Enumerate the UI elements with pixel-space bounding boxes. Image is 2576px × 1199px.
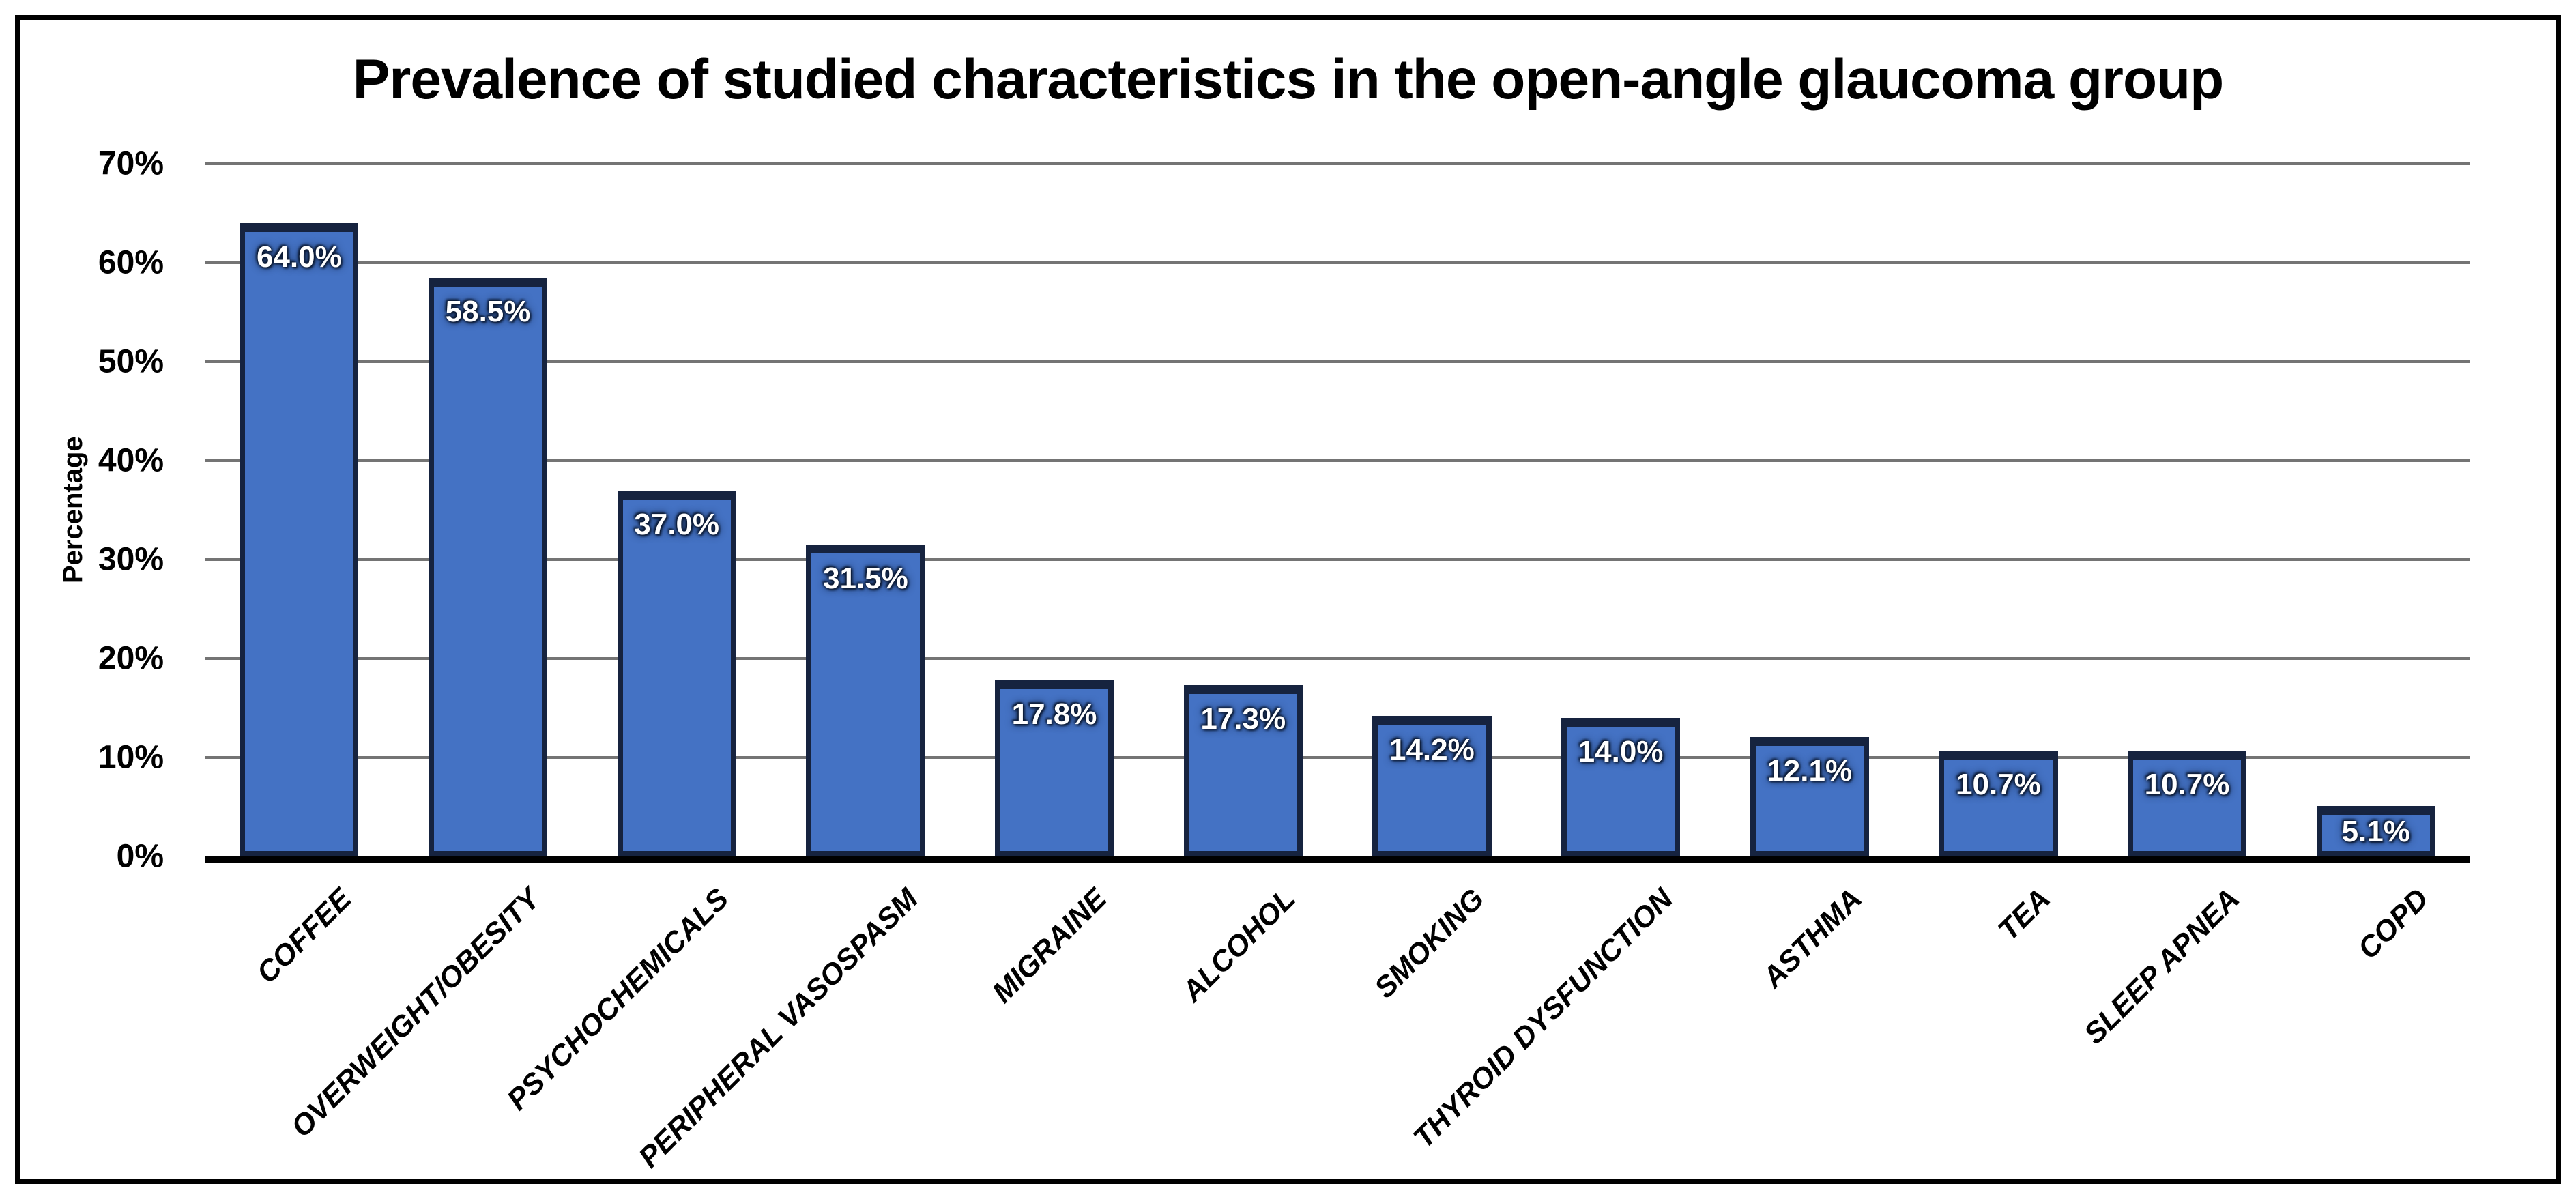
bar-peripheral-vasospasm: 31.5% <box>806 545 925 856</box>
gridline-30 <box>205 558 2470 561</box>
gridline-10 <box>205 756 2470 760</box>
bar-value-label: 37.0% <box>634 507 720 541</box>
bar-column-peripheral-vasospasm: 31.5% PERIPHERAL VASOSPASM <box>633 164 960 1174</box>
bar-sleep-apnea: 10.7% <box>2127 750 2247 856</box>
bar-coffee: 64.0% <box>240 223 359 856</box>
chart-title: Prevalence of studied characteristics in… <box>352 48 2225 111</box>
bar-value-label: 10.7% <box>2144 767 2230 801</box>
gridline-60 <box>205 261 2470 264</box>
bar-smoking: 14.2% <box>1372 716 1492 856</box>
x-category-label: TEA <box>1992 882 2057 947</box>
gridline-70 <box>205 162 2470 165</box>
x-category-label: ASTHMA <box>1756 882 1868 995</box>
bar-alcohol: 17.3% <box>1183 685 1303 856</box>
bar-copd: 5.1% <box>2316 806 2435 856</box>
bar-series: 64.0% COFFEE 58.5% OVERWEIGHT/OBESITY 37.0% P… <box>205 164 2470 1174</box>
bar-column-copd: 5.1% COPD <box>2281 164 2470 966</box>
chart-frame: Prevalence of studied characteristics in… <box>15 15 2561 1184</box>
x-category-label: SMOKING <box>1368 882 1491 1005</box>
y-axis: 0% 10% 20% 30% 40% 50% 60% 70% <box>20 146 184 875</box>
y-tick-label-20: 20% <box>98 640 164 677</box>
bar-column-psychochemicals: 37.0% PSYCHOCHEMICALS <box>502 164 771 1116</box>
bar-column-migraine: 17.8% MIGRAINE <box>960 164 1149 1009</box>
x-category-label: ALCOHOL <box>1176 882 1302 1009</box>
bar-value-label: 17.8% <box>1011 697 1097 731</box>
bar-value-label: 17.3% <box>1200 702 1286 736</box>
bar-column-coffee: 64.0% COFFEE <box>205 164 394 989</box>
bar-column-tea: 10.7% TEA <box>1904 164 2093 947</box>
x-category-label: SLEEP APNEA <box>2077 882 2246 1051</box>
bar-value-label: 5.1% <box>2341 815 2410 849</box>
y-tick-label-50: 50% <box>98 343 164 380</box>
bar-value-label: 58.5% <box>445 294 531 328</box>
bar-column-smoking: 14.2% SMOKING <box>1337 164 1526 1005</box>
gridline-50 <box>205 360 2470 363</box>
bar-column-thyroid-dysfunction: 14.0% THYROID DYSFUNCTION <box>1407 164 1716 1155</box>
bar-column-overweight-obesity: 58.5% OVERWEIGHT/OBESITY <box>285 164 583 1144</box>
y-tick-label-0: 0% <box>116 838 164 875</box>
bar-overweight-obesity: 58.5% <box>428 277 548 856</box>
y-tick-label-70: 70% <box>98 145 164 182</box>
bar-psychochemicals: 37.0% <box>617 490 736 856</box>
bar-asthma: 12.1% <box>1750 736 1869 856</box>
y-tick-label-30: 30% <box>98 541 164 578</box>
bar-value-label: 12.1% <box>1767 753 1853 788</box>
bar-migraine: 17.8% <box>994 680 1114 856</box>
x-category-label: MIGRAINE <box>986 882 1113 1009</box>
y-tick-label-10: 10% <box>98 739 164 776</box>
bar-value-label: 14.0% <box>1578 735 1664 768</box>
bar-value-label: 14.2% <box>1389 733 1475 767</box>
y-tick-label-40: 40% <box>98 442 164 479</box>
y-tick-label-60: 60% <box>98 244 164 281</box>
bar-column-asthma: 12.1% ASTHMA <box>1715 164 1904 994</box>
gridline-20 <box>205 657 2470 661</box>
gridlines <box>205 162 2470 856</box>
bar-value-label: 10.7% <box>1956 767 2041 801</box>
bar-thyroid-dysfunction: 14.0% <box>1561 718 1681 856</box>
bar-value-label: 31.5% <box>822 562 908 596</box>
gridline-40 <box>205 459 2470 463</box>
bar-value-label: 64.0% <box>256 240 342 274</box>
bar-tea: 10.7% <box>1939 750 2058 856</box>
x-category-label: COFFEE <box>250 882 358 990</box>
bar-column-alcohol: 17.3% ALCOHOL <box>1148 164 1337 1008</box>
bar-column-sleep-apnea: 10.7% SLEEP APNEA <box>2078 164 2282 1050</box>
x-category-label: COPD <box>2351 882 2435 966</box>
plot-area: 64.0% COFFEE 58.5% OVERWEIGHT/OBESITY 37.0% P… <box>205 162 2470 1174</box>
